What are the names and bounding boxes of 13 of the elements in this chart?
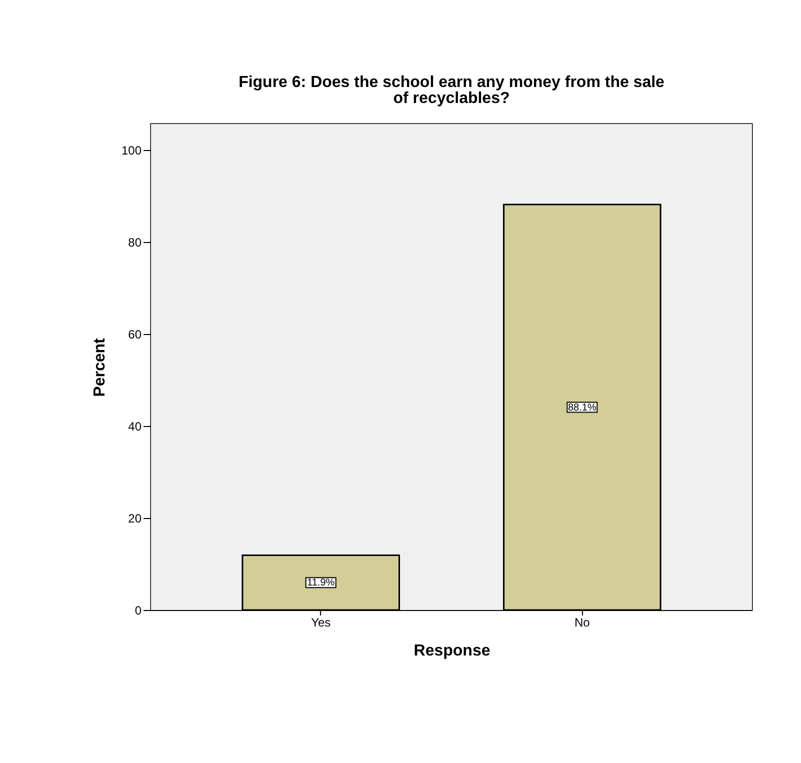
x-axis-title: Response (414, 642, 490, 660)
x-tick-label: Yes (311, 616, 331, 630)
y-tick-label: 60 (128, 327, 142, 342)
x-tick-label: No (574, 616, 590, 630)
y-tick-label: 20 (128, 511, 142, 526)
y-axis-title: Percent (91, 337, 108, 397)
data-label: 11.9% (307, 578, 335, 589)
chart-title: Figure 6: Does the school earn any money from the sale of recyclables? (238, 74, 665, 107)
y-tick-label: 80 (128, 235, 142, 250)
y-tick-label: 40 (128, 419, 142, 434)
y-tick-label: 100 (121, 143, 142, 158)
data-label: 88.1% (568, 402, 596, 414)
y-tick-label: 0 (134, 604, 142, 618)
